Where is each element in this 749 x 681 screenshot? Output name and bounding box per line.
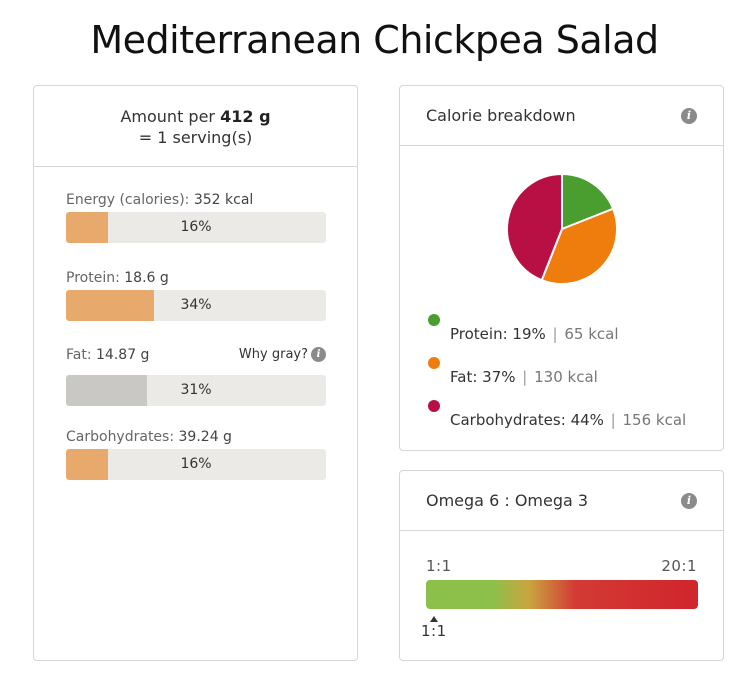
pie-slice-carbohydrates [506,172,563,282]
omega-marker-icon [430,616,438,622]
nutrition-facts-panel: Amount per 412 g = 1 serving(s) Energy (… [33,85,358,661]
legend-dot-carbohydrates [428,400,440,412]
nutrient-bar: 31% [66,375,326,406]
legend-text: Fat: 37% | 130 kcal [450,368,598,386]
nutrient-percent: 16% [180,456,212,472]
serving-prefix: Amount per [120,107,216,126]
nutrient-value: 39.24 g [178,429,232,445]
legend-dot-fat [428,357,440,369]
nutrient-label: Fat: 14.87 g Why gray? i [66,345,326,365]
page-title: Mediterranean Chickpea Salad [90,18,659,62]
legend-text: Protein: 19% | 65 kcal [450,325,619,343]
nutrient-carbohydrates: Carbohydrates: 39.24 g 16% [66,427,326,480]
serving-header: Amount per 412 g = 1 serving(s) [34,86,357,167]
nutrient-name: Carbohydrates: [66,429,175,445]
nutrient-fat: Fat: 14.87 g Why gray? i 31% [66,345,326,406]
nutrient-value: 18.6 g [124,270,169,286]
nutrient-protein: Protein: 18.6 g 34% [66,268,326,321]
nutrient-value: 352 kcal [193,192,254,208]
serving-count: = 1 serving(s) [138,128,253,147]
nutrient-bar-fill [66,449,108,480]
calorie-breakdown-header: Calorie breakdown i [400,86,723,146]
omega-value: 1:1 [421,622,447,640]
omega-ratio-bar [426,580,698,609]
nutrient-bar: 16% [66,449,326,480]
info-icon[interactable]: i [681,493,697,509]
omega-scale-min: 1:1 [426,557,452,575]
nutrient-label: Carbohydrates: 39.24 g [66,427,326,447]
legend-name: Carbohydrates: [450,411,566,429]
nutrient-bar-fill [66,290,155,321]
pie-slice-fat [540,207,618,285]
nutrient-percent: 31% [180,382,212,398]
nutrient-label: Energy (calories): 352 kcal [66,190,326,210]
nutrient-label: Protein: 18.6 g [66,268,326,288]
legend-name: Protein: [450,325,508,343]
why-gray-link[interactable]: Why gray? i [239,345,326,365]
legend-percent: 37% [482,368,516,386]
serving-amount: Amount per 412 g [34,106,357,127]
legend-name: Fat: [450,368,478,386]
nutrient-name: Fat: [66,347,92,363]
nutrient-bar: 16% [66,212,326,243]
omega-scale-max: 20:1 [661,557,697,575]
omega-header: Omega 6 : Omega 3 i [400,471,723,531]
calorie-breakdown-panel: Calorie breakdown i Protein: 19% | 65 kc… [399,85,724,451]
legend-kcal: 130 kcal [534,368,598,386]
legend-percent: 44% [570,411,604,429]
info-icon[interactable]: i [681,108,697,124]
nutrient-name: Energy (calories): [66,192,190,208]
legend-text: Carbohydrates: 44% | 156 kcal [450,411,687,429]
calorie-breakdown-title: Calorie breakdown [426,106,576,125]
nutrient-percent: 34% [180,297,212,313]
pie-slice-protein [561,172,615,231]
calorie-pie-chart [506,172,618,285]
omega-ratio-panel: Omega 6 : Omega 3 i 1:1 20:1 1:1 [399,470,724,661]
nutrient-bar: 34% [66,290,326,321]
info-icon[interactable]: i [311,347,326,362]
why-gray-label[interactable]: Why gray? [238,347,308,362]
legend-kcal: 156 kcal [622,411,687,429]
nutrient-value: 14.87 g [96,347,150,363]
nutrient-energy: Energy (calories): 352 kcal 16% [66,190,326,243]
legend-kcal: 65 kcal [564,325,619,343]
nutrient-bar-fill [66,375,147,406]
omega-title: Omega 6 : Omega 3 [426,491,589,510]
nutrient-name: Protein: [66,270,120,286]
legend-percent: 19% [512,325,546,343]
serving-weight: 412 g [220,107,271,126]
nutrient-percent: 16% [180,219,212,235]
legend-dot-protein [428,314,440,326]
nutrient-bar-fill [66,212,108,243]
